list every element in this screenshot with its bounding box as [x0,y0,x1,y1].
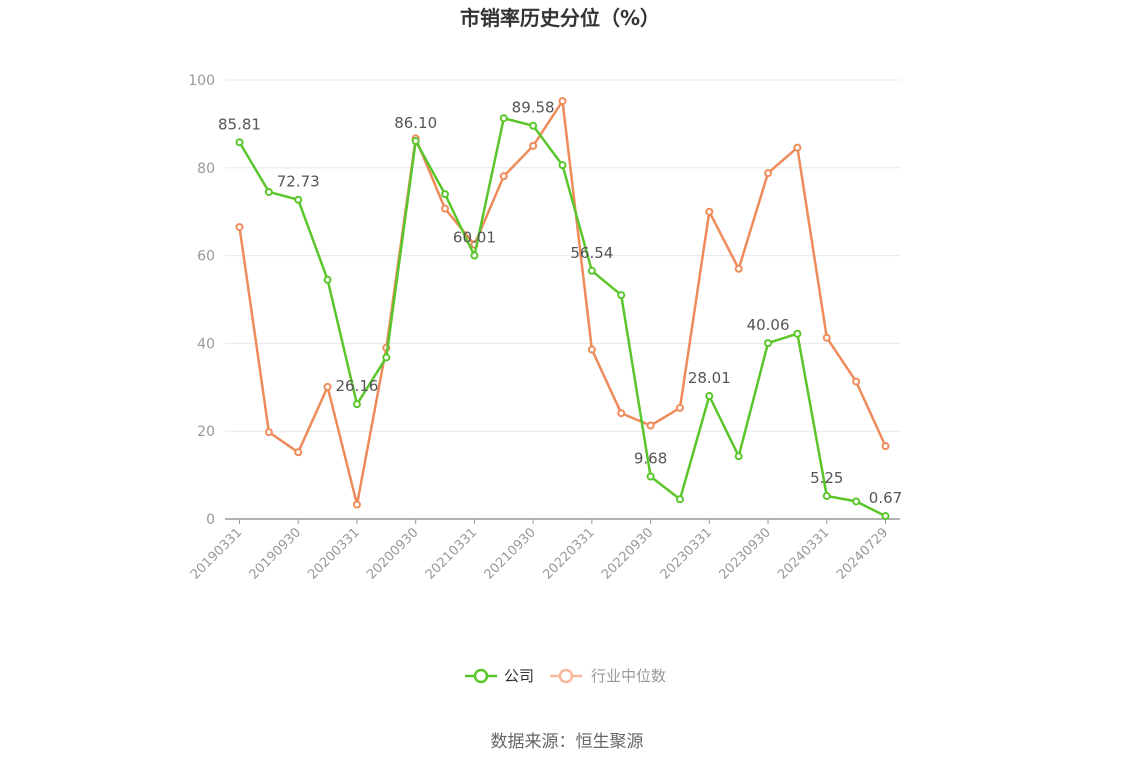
x-tick-label: 20240729 [834,525,891,582]
data-point-company[interactable] [352,400,361,409]
data-point-company[interactable] [235,138,244,147]
data-label: 89.58 [512,99,555,117]
data-label: 9.68 [634,450,667,468]
x-tick-label: 20220331 [540,525,597,582]
data-label: 56.54 [570,244,613,262]
data-point-company[interactable] [881,512,890,521]
x-tick-label: 20230930 [716,525,773,582]
data-point-company[interactable] [793,329,802,338]
data-point-industry[interactable] [617,409,626,418]
data-point-company[interactable] [705,392,714,401]
data-label: 0.67 [869,489,902,507]
data-point-industry[interactable] [734,264,743,273]
data-point-company[interactable] [382,353,391,362]
data-point-industry[interactable] [881,442,890,451]
data-label: 86.10 [394,114,437,132]
data-point-industry[interactable] [852,377,861,386]
data-label: 60.01 [453,229,496,247]
data-label: 72.73 [277,173,320,191]
data-point-industry[interactable] [646,421,655,430]
data-point-industry[interactable] [793,143,802,152]
data-point-industry[interactable] [705,207,714,216]
y-tick-label: 0 [206,512,215,528]
data-label: 85.81 [218,115,261,133]
x-tick-label: 20190331 [188,525,245,582]
data-point-industry[interactable] [499,172,508,181]
x-tick-label: 20210331 [423,525,480,582]
chart-title: 市销率历史分位（%） [460,6,660,30]
data-point-industry[interactable] [441,204,450,213]
data-point-company[interactable] [734,452,743,461]
axes: 0 20 40 60 80 100 20190331 20190930 20200331 2020… [188,73,900,583]
data-point-industry[interactable] [822,333,831,342]
data-label: 26.16 [335,377,378,395]
data-point-company[interactable] [470,251,479,260]
data-label: 28.01 [688,369,731,387]
y-tick-label: 80 [197,161,215,177]
data-point-company[interactable] [529,121,538,130]
data-source: 数据来源：恒生聚源 [491,732,644,752]
data-point-company[interactable] [323,275,332,284]
data-point-company[interactable] [675,495,684,504]
legend-item-industry[interactable]: 行业中位数 [550,667,666,685]
data-point-company[interactable] [852,497,861,506]
data-labels: 85.81 72.73 26.16 86.10 60.01 89.58 56.54 9.68 2… [218,99,902,507]
grid-lines [225,79,900,432]
y-tick-label: 100 [188,73,215,89]
data-point-company[interactable] [294,195,303,204]
data-point-industry[interactable] [587,345,596,354]
data-point-company[interactable] [558,161,567,170]
data-point-industry[interactable] [264,428,273,437]
x-tick-label: 20210930 [482,525,539,582]
x-tick-label: 20230331 [658,525,715,582]
data-label: 5.25 [810,469,843,487]
y-tick-label: 20 [197,424,215,440]
y-tick-label: 60 [197,249,215,265]
data-point-company[interactable] [264,187,273,196]
series [235,97,890,521]
y-tick-label: 40 [197,336,215,352]
x-tick-label: 20200930 [364,525,421,582]
data-point-company[interactable] [617,291,626,300]
data-point-company[interactable] [822,491,831,500]
legend-marker-industry [558,668,574,684]
data-label: 40.06 [747,316,790,334]
data-point-industry[interactable] [323,382,332,391]
x-tick-label: 20220930 [599,525,656,582]
data-point-industry[interactable] [764,169,773,178]
x-tick-label: 20240331 [775,525,832,582]
legend: 公司 行业中位数 [465,667,666,685]
legend-item-company[interactable]: 公司 [465,667,534,685]
data-point-industry[interactable] [235,223,244,232]
legend-label-industry: 行业中位数 [591,667,666,685]
data-point-company[interactable] [499,114,508,123]
data-point-industry[interactable] [675,403,684,412]
x-tick-label: 20190930 [247,525,304,582]
data-point-industry[interactable] [294,448,303,457]
data-point-company[interactable] [764,339,773,348]
data-point-industry[interactable] [529,141,538,150]
data-point-company[interactable] [646,472,655,481]
data-point-company[interactable] [441,190,450,199]
x-tick-label: 20200331 [305,525,362,582]
data-point-industry[interactable] [558,97,567,106]
data-point-company[interactable] [411,137,420,146]
data-point-industry[interactable] [352,500,361,509]
data-point-company[interactable] [587,266,596,275]
legend-marker-company [473,668,489,684]
legend-label-company: 公司 [504,667,534,685]
